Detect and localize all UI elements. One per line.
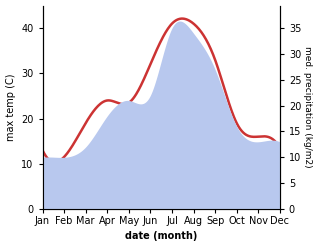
Y-axis label: med. precipitation (kg/m2): med. precipitation (kg/m2) [303,46,313,168]
X-axis label: date (month): date (month) [125,231,197,242]
Y-axis label: max temp (C): max temp (C) [5,74,16,141]
